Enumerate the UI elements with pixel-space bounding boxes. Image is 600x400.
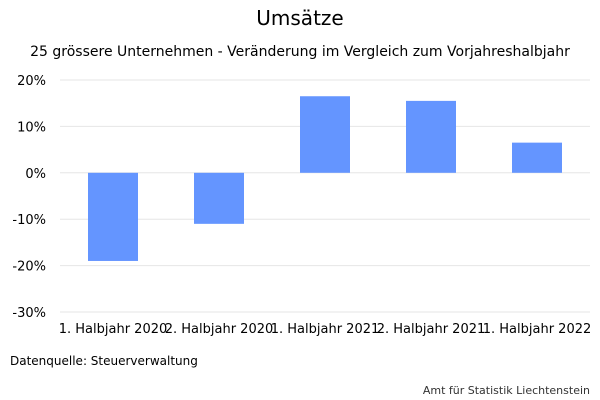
- bar: [406, 100, 456, 173]
- x-tick-label: 1. Halbjahr 2020: [59, 322, 168, 337]
- y-tick-label: 10%: [17, 120, 46, 135]
- x-tick-label: 2. Halbjahr 2020: [165, 322, 274, 337]
- chart-title: Umsätze: [256, 6, 344, 30]
- bars: [88, 96, 562, 261]
- bar: [88, 172, 138, 261]
- x-tick-label: 2. Halbjahr 2021: [377, 322, 486, 337]
- y-axis-ticks: 20% 10% 0% -10% -20% -30%: [12, 74, 46, 321]
- y-tick-label: 0%: [25, 167, 46, 182]
- y-tick-label: 20%: [17, 74, 46, 89]
- bar: [512, 142, 562, 173]
- data-source-note: Datenquelle: Steuerverwaltung: [10, 354, 198, 368]
- publisher-credit: Amt für Statistik Liechtenstein: [422, 384, 590, 397]
- chart-subtitle: 25 grössere Unternehmen - Veränderung im…: [30, 44, 570, 60]
- bar: [194, 172, 244, 224]
- x-tick-label: 1. Halbjahr 2021: [271, 322, 380, 337]
- y-tick-label: -30%: [12, 306, 46, 321]
- x-tick-label: 1. Halbjahr 2022: [483, 322, 592, 337]
- y-tick-label: -20%: [12, 260, 46, 275]
- bar: [300, 96, 350, 173]
- y-tick-label: -10%: [12, 213, 46, 228]
